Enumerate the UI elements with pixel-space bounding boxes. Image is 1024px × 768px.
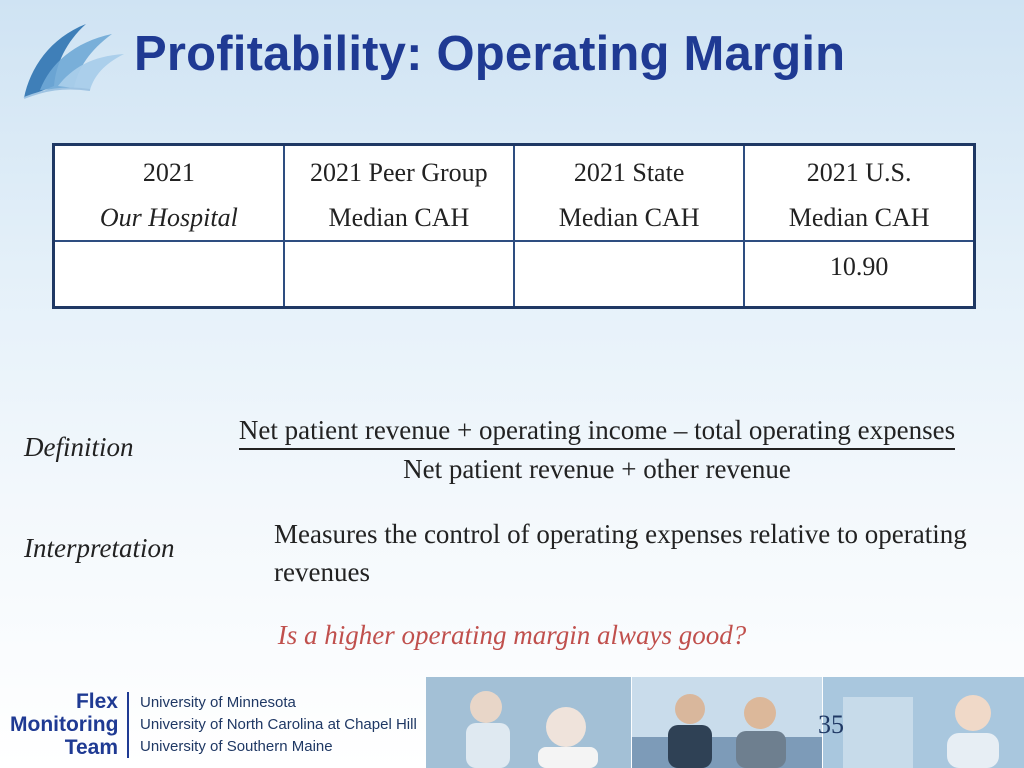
interpretation-text: Measures the control of operating expens…: [274, 519, 967, 587]
header-us: 2021 U.S. Median CAH: [743, 143, 976, 242]
interpretation-label: Interpretation: [24, 533, 175, 563]
nurse-patient-photo-icon: [426, 677, 631, 768]
header-our-hospital: 2021 Our Hospital: [52, 143, 285, 242]
footer-photo-strip: [426, 677, 1024, 768]
university-item: University of North Carolina at Chapel H…: [140, 716, 417, 733]
team-line: Monitoring: [10, 713, 119, 736]
header-line2: Our Hospital: [99, 203, 238, 232]
flex-monitoring-team-logo: Flex Monitoring Team: [10, 690, 118, 759]
value-state: [512, 240, 746, 308]
value-peer-group: [282, 240, 516, 308]
footer-divider: [127, 692, 129, 758]
header-line2: Median CAH: [788, 203, 930, 232]
definition-label: Definition: [24, 432, 134, 462]
swoosh-logo-icon: [23, 24, 124, 99]
discussion-question: Is a higher operating margin always good…: [277, 620, 747, 650]
header-line1: 2021 U.S.: [806, 158, 912, 187]
header-state: 2021 State Median CAH: [512, 143, 746, 242]
formula-denominator: Net patient revenue + other revenue: [403, 454, 791, 484]
header-line2: Median CAH: [328, 203, 470, 232]
page-number: 35: [818, 710, 844, 739]
page-title: Profitability: Operating Margin: [134, 27, 846, 81]
table-header-row: 2021 Our Hospital 2021 Peer Group Median…: [52, 143, 976, 242]
header-peer-group: 2021 Peer Group Median CAH: [282, 143, 516, 242]
value-us: 10.90: [743, 240, 976, 308]
university-item: University of Southern Maine: [140, 738, 333, 755]
men-outdoors-photo-icon: [632, 677, 822, 768]
university-item: University of Minnesota: [140, 694, 296, 711]
table-value-row: 10.90: [52, 240, 976, 308]
definition-formula: Net patient revenue + operating income –…: [180, 412, 1014, 488]
header-line2: Median CAH: [558, 203, 700, 232]
formula-numerator: Net patient revenue + operating income –…: [238, 412, 956, 450]
child-photo-icon: [823, 677, 1024, 768]
header-line1: 2021 State: [573, 158, 685, 187]
university-list: University of Minnesota University of No…: [140, 692, 417, 758]
benchmark-table: 2021 Our Hospital 2021 Peer Group Median…: [52, 143, 976, 309]
team-line: Team: [64, 736, 118, 759]
header-line1: 2021 Peer Group: [310, 158, 488, 187]
team-line: Flex: [75, 690, 118, 713]
value-our-hospital: [52, 240, 285, 308]
header-line1: 2021: [142, 158, 195, 187]
